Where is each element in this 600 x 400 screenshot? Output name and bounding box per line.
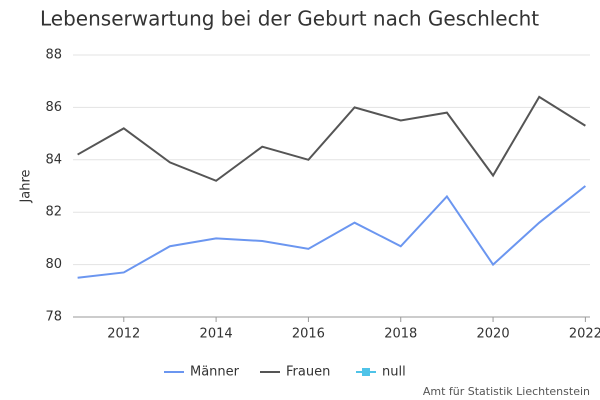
y-axis-label: Jahre <box>19 169 34 203</box>
legend-label: Frauen <box>286 365 330 380</box>
y-tick-label: 84 <box>45 152 62 167</box>
y-tick-label: 86 <box>45 100 62 115</box>
source: Amt für Statistik Liechtenstein <box>423 385 590 398</box>
x-tick-label: 2020 <box>477 327 510 342</box>
y-tick-label: 88 <box>45 48 62 63</box>
series-line <box>77 95 586 182</box>
y-tick-label: 78 <box>45 310 62 325</box>
x-tick-label: 2018 <box>384 327 417 342</box>
legend-marker <box>362 368 370 376</box>
x-tick-label: 2012 <box>107 327 140 342</box>
legend-label: Männer <box>190 365 240 380</box>
y-tick-label: 82 <box>45 205 62 220</box>
series-line <box>77 185 587 279</box>
chart-title: Lebenserwartung bei der Geburt nach Gesc… <box>40 7 539 31</box>
x-tick-label: 2022 <box>569 327 600 342</box>
x-tick-label: 2016 <box>292 327 325 342</box>
x-tick-label: 2014 <box>200 327 233 342</box>
y-tick-label: 80 <box>45 257 62 272</box>
legend-label: null <box>382 365 406 380</box>
